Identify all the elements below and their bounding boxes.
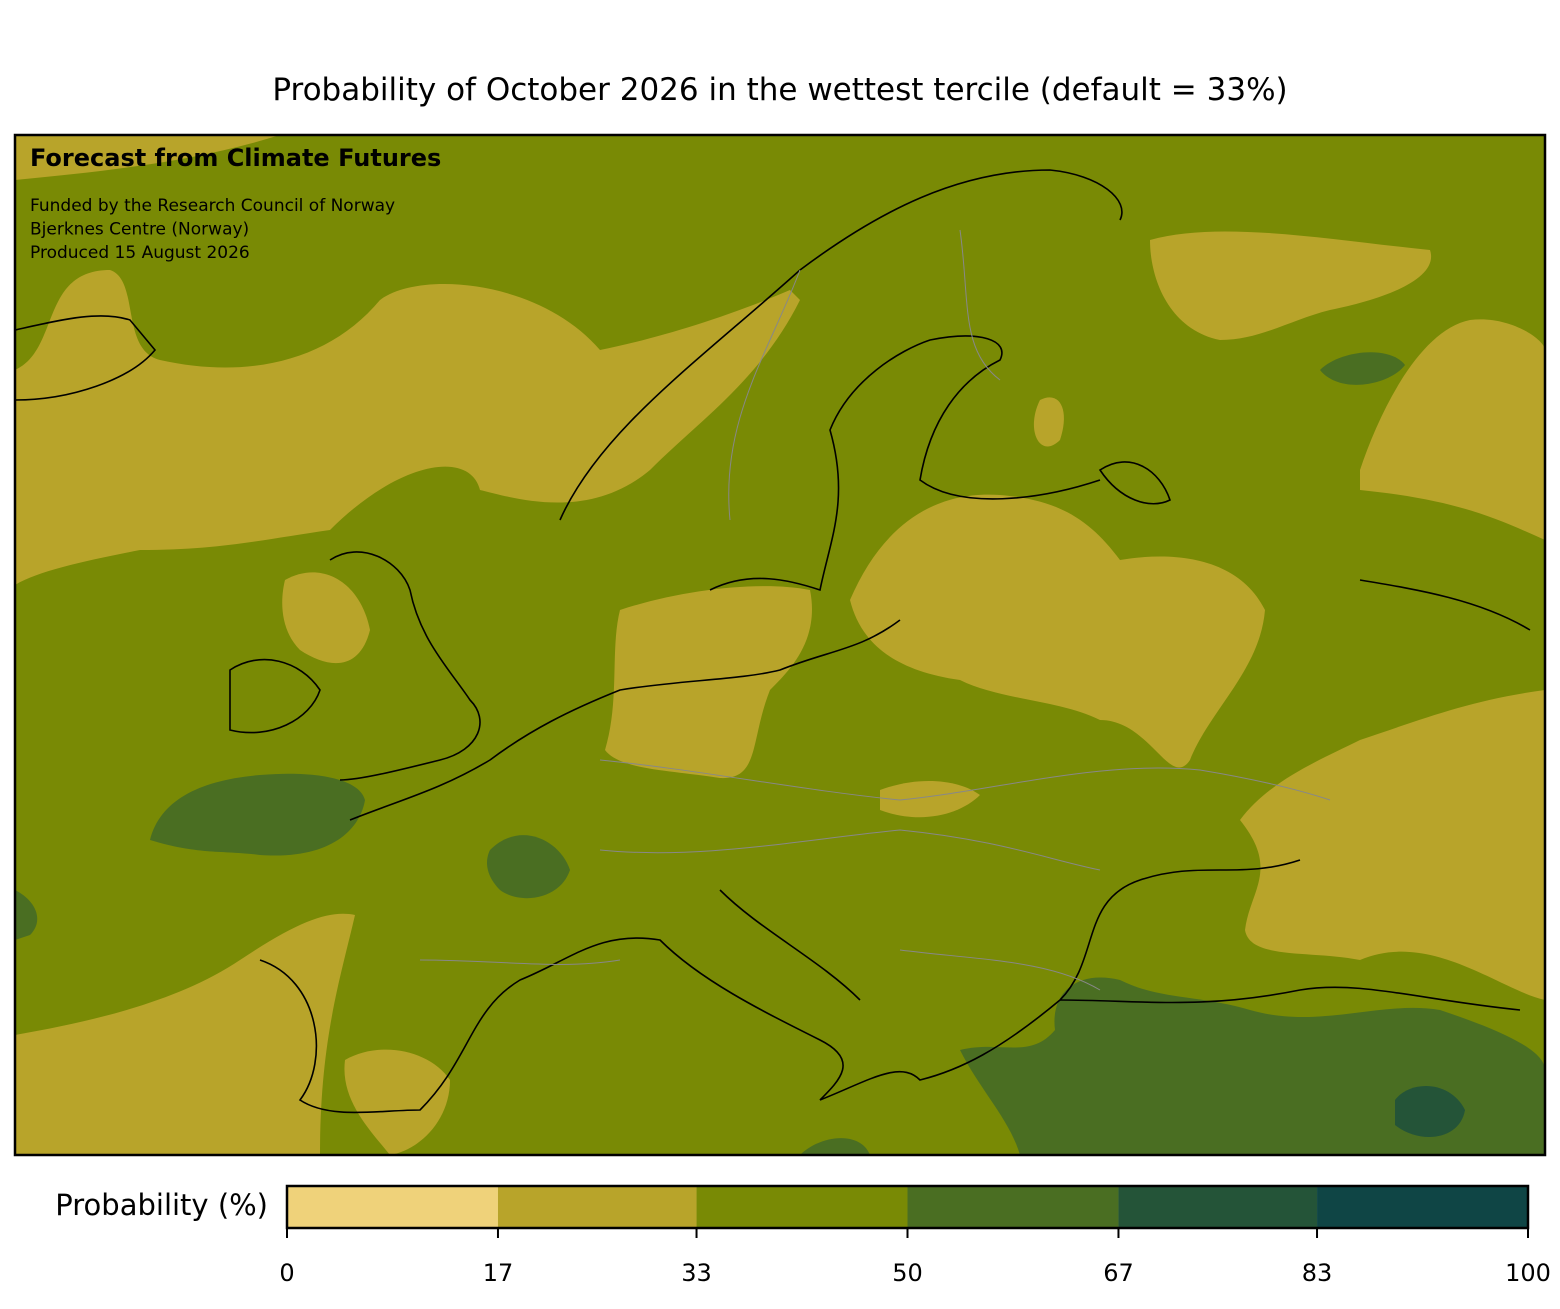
colorbar-segment [1118,1186,1318,1228]
colorbar-segment [497,1186,697,1228]
colorbar-segment [287,1186,498,1228]
very-high-probability-area [1395,1086,1465,1137]
map: Forecast from Climate Futures Funded by … [13,133,1547,1157]
colorbar-tick-label: 17 [483,1259,514,1287]
colorbar-tick-label: 67 [1103,1259,1134,1287]
annotation-line: Produced 15 August 2026 [30,243,250,263]
annotation-lines: Funded by the Research Council of Norway… [30,196,395,263]
colorbar-tick-label: 100 [1505,1259,1551,1287]
coastline [15,169,1531,1114]
annotation-heading: Forecast from Climate Futures [30,144,441,172]
colorbar: 0 17 33 50 67 83 100 [279,1184,1551,1287]
colorbar-tick-label: 0 [279,1259,294,1287]
map-title: Probability of October 2026 in the wette… [272,72,1287,108]
colorbar-label: Probability (%) [55,1188,268,1222]
colorbar-segment [696,1186,908,1228]
borders [419,229,1331,991]
annotation-line: Funded by the Research Council of Norway [30,196,395,216]
colorbar-segment [1317,1186,1528,1228]
colorbar-segment [907,1186,1119,1228]
colorbar-tick-label: 33 [681,1259,712,1287]
annotation-line: Bjerknes Centre (Norway) [30,220,249,240]
colorbar-tick-label: 83 [1302,1259,1333,1287]
colorbar-tick-label: 50 [892,1259,923,1287]
low-probability-area [15,135,1545,1155]
map-frame [13,133,1547,1157]
